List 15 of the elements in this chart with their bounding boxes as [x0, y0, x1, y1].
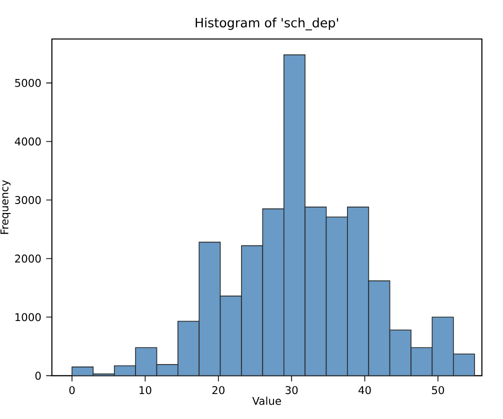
x-tick-label: 20: [212, 386, 224, 394]
x-tick-label: 50: [432, 386, 444, 394]
y-tick-label: 4000: [14, 137, 41, 146]
x-axis-title: Value: [252, 396, 281, 405]
y-axis-title: Frequency: [0, 180, 11, 234]
x-tick-label: 0: [69, 386, 75, 394]
x-tick-label: 40: [358, 386, 371, 394]
y-tick-label: 1000: [16, 313, 41, 322]
y-tick-label: 5000: [15, 78, 41, 87]
y-tick-label: 3000: [15, 196, 41, 204]
x-tick-label: 10: [140, 386, 152, 394]
chart-title: Histogram of 'sch_dep': [196, 18, 338, 30]
y-tick-label: 2000: [15, 254, 41, 263]
x-tick-label: 30: [286, 386, 298, 394]
y-tick-label: 0: [35, 372, 41, 380]
